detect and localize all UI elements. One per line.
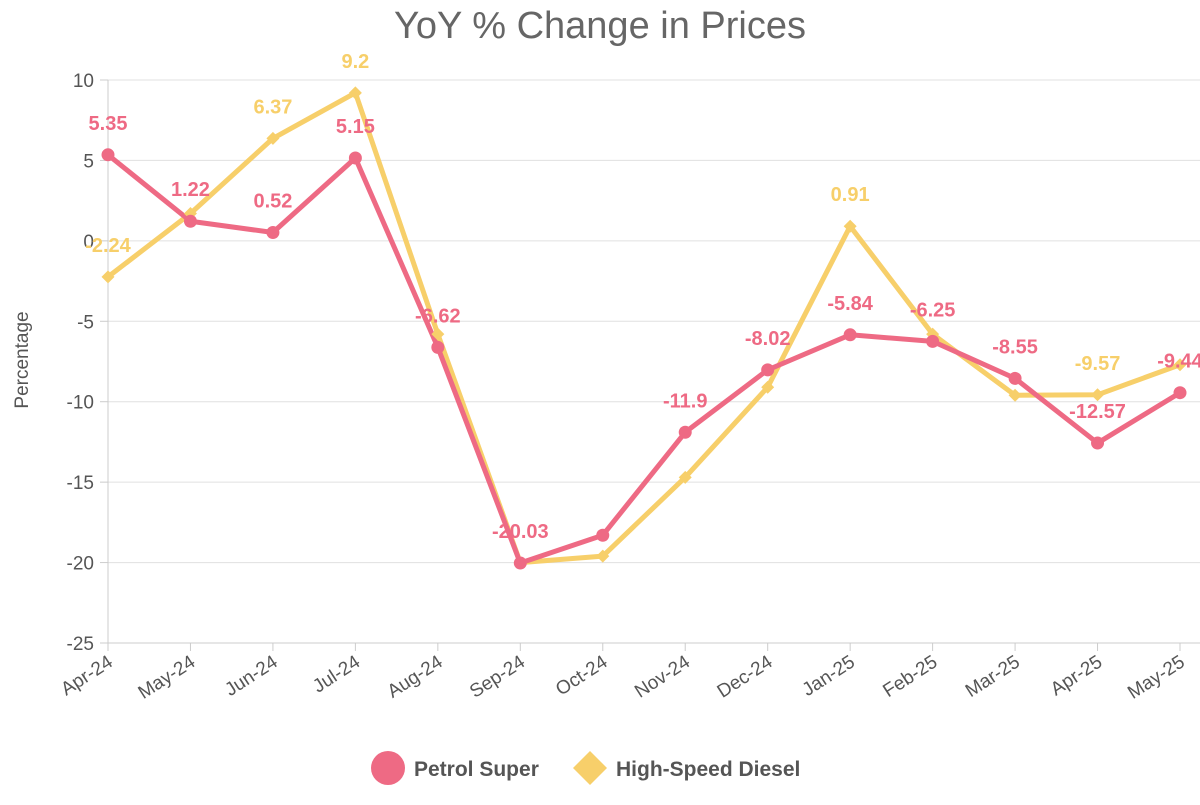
data-label: 5.15 (336, 116, 375, 138)
y-tick-label: -20 (67, 554, 94, 575)
data-label: 9.2 (341, 51, 369, 73)
legend-item[interactable]: High-Speed Diesel (573, 751, 800, 785)
y-tick-label: -10 (67, 393, 94, 414)
data-label: -5.84 (827, 293, 873, 315)
data-label: -8.02 (745, 328, 791, 350)
data-label: -2.24 (85, 235, 131, 257)
y-tick-label: -5 (77, 312, 94, 333)
x-tick-label: Sep-24 (466, 651, 529, 702)
data-point-marker[interactable] (678, 470, 692, 484)
x-tick-label: May-24 (135, 651, 200, 703)
grid-lines (108, 79, 1200, 644)
data-label: -8.55 (992, 336, 1038, 358)
legend-item[interactable]: Petrol Super (371, 751, 539, 785)
data-point-marker[interactable] (926, 334, 940, 348)
x-tick-label: Apr-25 (1047, 652, 1106, 701)
y-tick-label: 5 (83, 151, 94, 172)
data-point-marker[interactable] (1091, 436, 1105, 450)
y-axis-title: Percentage (12, 311, 33, 408)
x-tick-label: Aug-24 (384, 651, 447, 702)
x-tick-label: Feb-25 (879, 652, 941, 702)
series-line (105, 90, 1183, 566)
data-point-marker[interactable] (101, 148, 115, 162)
legend-label: Petrol Super (414, 758, 539, 781)
data-point-marker[interactable] (1173, 358, 1187, 372)
data-point-marker[interactable] (596, 528, 610, 542)
data-point-marker[interactable] (761, 363, 775, 377)
series-markers (101, 86, 1187, 570)
series-line (105, 152, 1183, 566)
x-tick-label: Jul-24 (309, 651, 364, 697)
x-tick-label: Dec-24 (714, 651, 777, 702)
y-tick-label: -25 (67, 634, 94, 655)
data-point-marker[interactable] (843, 328, 857, 342)
y-tick-label: -15 (67, 473, 94, 494)
legend-circle-icon (371, 751, 405, 785)
data-label: -9.57 (1075, 353, 1121, 375)
y-tick-label: 10 (73, 71, 94, 92)
data-label: -6.62 (415, 305, 461, 327)
data-point-marker[interactable] (1008, 371, 1022, 385)
x-tick-label: Mar-25 (962, 652, 1024, 702)
data-label: 6.37 (253, 96, 292, 118)
data-point-marker[interactable] (761, 380, 775, 394)
data-point-marker[interactable] (1008, 388, 1022, 402)
data-point-marker[interactable] (348, 86, 362, 100)
data-label: -9.44 (1157, 351, 1200, 373)
data-label: 0.91 (831, 184, 870, 206)
data-point-marker[interactable] (1173, 386, 1187, 400)
data-label: 1.22 (171, 179, 210, 201)
data-label: -11.9 (663, 390, 707, 412)
data-point-marker[interactable] (183, 214, 197, 228)
data-labels: -2.24 6.37 9.2 0.91 -9.57 5.35 1.22 0.52 5.15 -6.… (85, 51, 1200, 543)
data-point-marker[interactable] (266, 131, 280, 145)
x-tick-label: Apr-24 (57, 651, 117, 700)
data-point-marker[interactable] (513, 556, 527, 570)
data-point-marker[interactable] (101, 270, 115, 284)
data-point-marker[interactable] (348, 151, 362, 165)
legend-diamond-icon (573, 751, 607, 785)
chart-title: YoY % Change in Prices (394, 5, 806, 47)
data-point-marker[interactable] (678, 425, 692, 439)
data-point-marker[interactable] (266, 225, 280, 239)
data-point-marker[interactable] (431, 327, 445, 341)
x-tick-label: Jun-24 (221, 651, 282, 700)
data-label: -20.03 (492, 521, 549, 543)
data-label: -6.25 (910, 299, 956, 321)
x-tick-label: Jan-25 (799, 652, 859, 701)
x-tick-label: Nov-24 (631, 651, 694, 702)
legend-label: High-Speed Diesel (616, 758, 800, 781)
legend: Petrol Super High-Speed Diesel (371, 751, 800, 785)
data-point-marker[interactable] (431, 340, 445, 354)
data-point-marker[interactable] (843, 219, 857, 233)
data-label: 0.52 (253, 190, 292, 212)
x-tick-label: Oct-24 (552, 651, 612, 700)
series-lines (105, 90, 1183, 566)
data-label: -12.57 (1069, 401, 1126, 423)
data-point-marker[interactable] (596, 549, 610, 563)
x-tick-label: May-25 (1124, 652, 1189, 704)
data-label: 5.35 (89, 113, 128, 135)
y-tick-label: 0 (83, 232, 94, 253)
data-point-marker[interactable] (1091, 388, 1105, 402)
